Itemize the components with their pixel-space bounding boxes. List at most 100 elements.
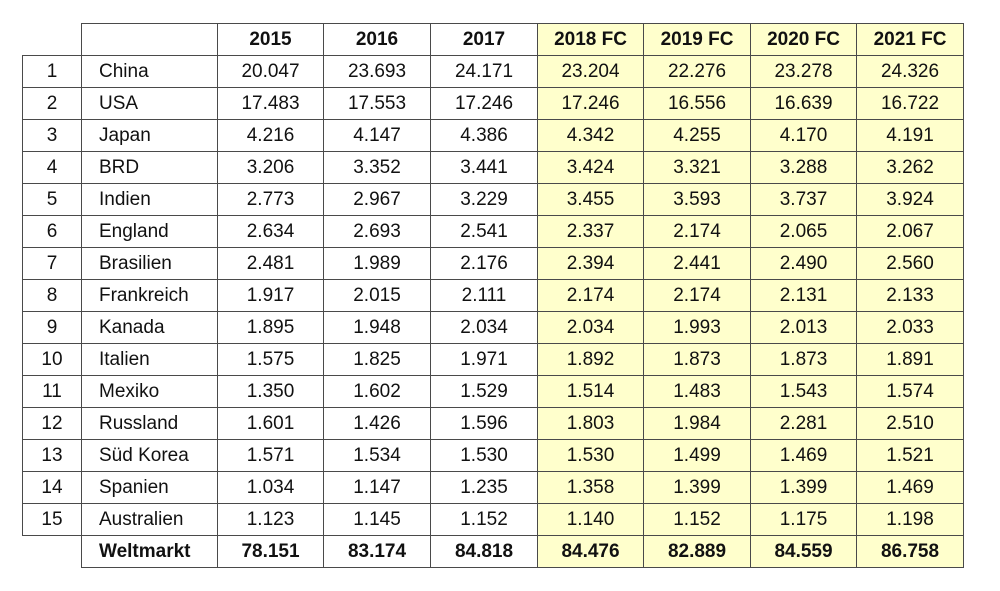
country-cell: Frankreich — [81, 279, 218, 312]
rank-cell: 9 — [22, 311, 82, 344]
forecast-value-cell: 1.993 — [643, 311, 751, 344]
forecast-value-cell: 1.469 — [856, 471, 964, 504]
rank-cell: 15 — [22, 503, 82, 536]
value-cell: 3.441 — [430, 151, 538, 184]
value-cell: 1.971 — [430, 343, 538, 376]
value-cell: 1.426 — [323, 407, 431, 440]
forecast-value-cell: 4.170 — [750, 119, 857, 152]
forecast-value-cell: 2.394 — [537, 247, 644, 280]
total-value-cell: 86.758 — [856, 535, 964, 568]
table-row: 6 England 2.634 2.693 2.541 2.337 2.174 2.065 2.… — [22, 215, 964, 248]
value-cell: 2.773 — [217, 183, 324, 216]
forecast-value-cell: 3.455 — [537, 183, 644, 216]
rank-cell: 7 — [22, 247, 82, 280]
forecast-value-cell: 2.281 — [750, 407, 857, 440]
forecast-value-cell: 2.133 — [856, 279, 964, 312]
value-cell: 1.575 — [217, 343, 324, 376]
value-cell: 2.634 — [217, 215, 324, 248]
forecast-value-cell: 4.255 — [643, 119, 751, 152]
forecast-value-cell: 1.530 — [537, 439, 644, 472]
forecast-value-cell: 2.034 — [537, 311, 644, 344]
forecast-value-cell: 3.288 — [750, 151, 857, 184]
rank-cell: 2 — [22, 87, 82, 120]
rank-cell: 1 — [22, 55, 82, 88]
value-cell: 2.967 — [323, 183, 431, 216]
forecast-value-cell: 1.175 — [750, 503, 857, 536]
total-value-cell: 84.476 — [537, 535, 644, 568]
country-cell: England — [81, 215, 218, 248]
table-row: 14 Spanien 1.034 1.147 1.235 1.358 1.399 1.399 1… — [22, 471, 964, 504]
forecast-value-cell: 2.510 — [856, 407, 964, 440]
value-cell: 3.229 — [430, 183, 538, 216]
rank-cell: 13 — [22, 439, 82, 472]
forecast-value-cell: 1.543 — [750, 375, 857, 408]
forecast-value-cell: 1.358 — [537, 471, 644, 504]
forecast-value-cell: 1.399 — [750, 471, 857, 504]
value-cell: 2.481 — [217, 247, 324, 280]
forecast-value-cell: 2.065 — [750, 215, 857, 248]
value-cell: 1.989 — [323, 247, 431, 280]
value-cell: 4.216 — [217, 119, 324, 152]
country-cell: Mexiko — [81, 375, 218, 408]
country-cell: Japan — [81, 119, 218, 152]
value-cell: 4.386 — [430, 119, 538, 152]
forecast-value-cell: 3.593 — [643, 183, 751, 216]
header-forecast-year: 2019 FC — [643, 23, 751, 56]
rank-cell: 5 — [22, 183, 82, 216]
forecast-value-cell: 23.204 — [537, 55, 644, 88]
table-row: 4 BRD 3.206 3.352 3.441 3.424 3.321 3.288 3.262 — [22, 151, 964, 184]
forecast-value-cell: 3.924 — [856, 183, 964, 216]
value-cell: 2.034 — [430, 311, 538, 344]
country-cell: Kanada — [81, 311, 218, 344]
table-row: 10 Italien 1.575 1.825 1.971 1.892 1.873 1.873 1… — [22, 343, 964, 376]
value-cell: 17.483 — [217, 87, 324, 120]
country-cell: Indien — [81, 183, 218, 216]
forecast-value-cell: 2.337 — [537, 215, 644, 248]
country-cell: Spanien — [81, 471, 218, 504]
table-row: 5 Indien 2.773 2.967 3.229 3.455 3.593 3.737 3.9… — [22, 183, 964, 216]
value-cell: 2.176 — [430, 247, 538, 280]
table-row: 3 Japan 4.216 4.147 4.386 4.342 4.255 4.170 4.19… — [22, 119, 964, 152]
value-cell: 1.529 — [430, 375, 538, 408]
forecast-value-cell: 1.521 — [856, 439, 964, 472]
forecast-value-cell: 1.873 — [750, 343, 857, 376]
value-cell: 2.541 — [430, 215, 538, 248]
table-row: 7 Brasilien 2.481 1.989 2.176 2.394 2.441 2.490… — [22, 247, 964, 280]
value-cell: 20.047 — [217, 55, 324, 88]
value-cell: 1.601 — [217, 407, 324, 440]
forecast-value-cell: 1.873 — [643, 343, 751, 376]
country-cell: Russland — [81, 407, 218, 440]
forecast-value-cell: 16.722 — [856, 87, 964, 120]
rank-cell: 14 — [22, 471, 82, 504]
forecast-value-cell: 2.131 — [750, 279, 857, 312]
value-cell: 17.246 — [430, 87, 538, 120]
forecast-value-cell: 1.574 — [856, 375, 964, 408]
total-value-cell: 84.559 — [750, 535, 857, 568]
forecast-value-cell: 1.469 — [750, 439, 857, 472]
rank-cell: 10 — [22, 343, 82, 376]
forecast-value-cell: 1.483 — [643, 375, 751, 408]
total-value-cell: 83.174 — [323, 535, 431, 568]
country-cell: Süd Korea — [81, 439, 218, 472]
forecast-value-cell: 2.033 — [856, 311, 964, 344]
header-forecast-year: 2021 FC — [856, 23, 964, 56]
table-row: 8 Frankreich 1.917 2.015 2.111 2.174 2.174 2.13… — [22, 279, 964, 312]
rank-cell: 8 — [22, 279, 82, 312]
country-cell: Brasilien — [81, 247, 218, 280]
forecast-value-cell: 2.490 — [750, 247, 857, 280]
forecast-value-cell: 2.174 — [643, 279, 751, 312]
value-cell: 2.693 — [323, 215, 431, 248]
forecast-value-cell: 17.246 — [537, 87, 644, 120]
header-year: 2016 — [323, 23, 431, 56]
header-row: 2015 2016 2017 2018 FC 2019 FC 2020 FC 2… — [22, 23, 964, 56]
total-row: Weltmarkt 78.151 83.174 84.818 84.476 82.889 8… — [22, 535, 964, 568]
header-year: 2017 — [430, 23, 538, 56]
value-cell: 1.948 — [323, 311, 431, 344]
forecast-value-cell: 2.174 — [537, 279, 644, 312]
value-cell: 2.015 — [323, 279, 431, 312]
forecast-value-cell: 23.278 — [750, 55, 857, 88]
table-row: 11 Mexiko 1.350 1.602 1.529 1.514 1.483 1.543 1.… — [22, 375, 964, 408]
forecast-value-cell: 16.556 — [643, 87, 751, 120]
header-country — [81, 23, 218, 56]
forecast-value-cell: 2.174 — [643, 215, 751, 248]
